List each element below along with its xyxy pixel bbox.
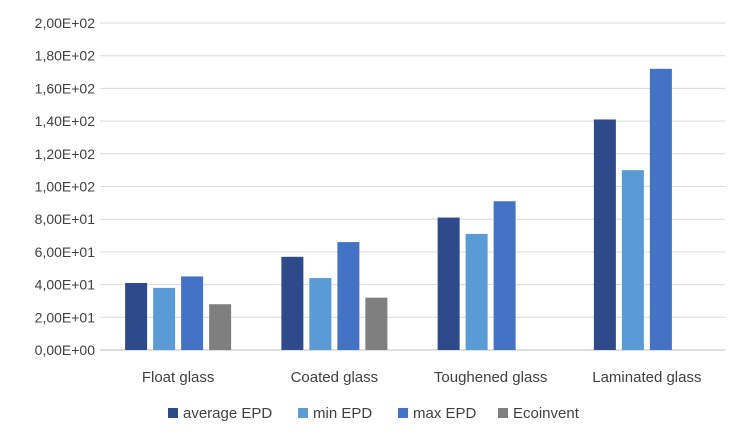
legend-swatch [298,408,308,418]
legend-label: average EPD [183,405,272,422]
bar-min-epd-float-glass [153,287,176,350]
legend-item: average EPD [168,405,272,422]
x-category-label: Laminated glass [592,369,701,386]
y-tick-label: 8,00E+01 [35,211,96,227]
bar-max-epd-coated-glass [337,242,360,350]
legend-swatch [168,408,178,418]
bar-max-epd-laminated-glass [649,68,672,350]
y-tick-label: 1,00E+02 [35,179,96,195]
y-tick-label: 0,00E+00 [35,342,96,358]
bar-min-epd-toughened-glass [465,233,488,350]
y-tick-label: 2,00E+01 [35,309,96,325]
y-tick-label: 2,00E+02 [35,15,96,31]
x-category-label: Float glass [142,369,215,386]
y-tick-label: 1,60E+02 [35,80,96,96]
legend-item: Ecoinvent [498,405,580,422]
bars [125,68,672,350]
legend-item: max EPD [398,405,477,422]
y-tick-label: 6,00E+01 [35,244,96,260]
y-tick-label: 4,00E+01 [35,277,96,293]
legend-item: min EPD [298,405,372,422]
legend-label: Ecoinvent [513,405,580,422]
bar-ecoinvent-coated-glass [365,297,388,350]
bar-min-epd-coated-glass [309,278,332,350]
y-tick-label: 1,80E+02 [35,48,96,64]
legend-label: max EPD [413,405,477,422]
bar-min-epd-laminated-glass [621,170,644,350]
x-category-label: Toughened glass [434,369,547,386]
bar-average-epd-float-glass [125,282,148,350]
bar-max-epd-toughened-glass [493,201,516,350]
bar-average-epd-laminated-glass [593,119,616,350]
bar-average-epd-coated-glass [281,256,304,350]
legend-swatch [398,408,408,418]
y-axis-tick-labels: 0,00E+00 2,00E+01 4,00E+01 6,00E+01 8,00E+01… [35,15,96,358]
y-tick-label: 1,20E+02 [35,146,96,162]
bar-ecoinvent-float-glass [209,304,232,350]
bar-max-epd-float-glass [181,276,204,350]
legend-swatch [498,408,508,418]
legend: average EPD min EPD max EPD Ecoinvent [168,405,580,422]
gridlines [100,22,725,351]
legend-label: min EPD [313,405,372,422]
y-tick-label: 1,40E+02 [35,113,96,129]
bar-average-epd-toughened-glass [437,217,460,350]
x-category-label: Coated glass [291,369,379,386]
x-axis-category-labels: Float glass Coated glass Toughened glass La… [142,369,702,386]
